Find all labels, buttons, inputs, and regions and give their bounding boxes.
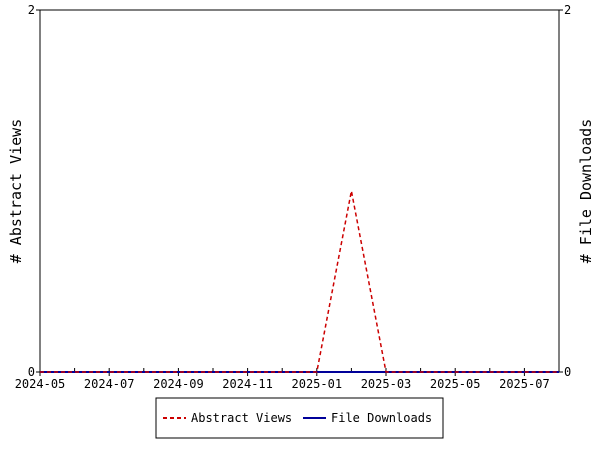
x-tick-label: 2025-03 <box>361 377 412 391</box>
y-right-tick-label: 2 <box>564 3 571 17</box>
series-line-abstract-views <box>40 190 559 373</box>
x-tick-label: 2025-07 <box>499 377 550 391</box>
y-right-tick-labels: 02 <box>559 3 571 379</box>
series-layer <box>40 190 559 373</box>
left-axis-title: # Abstract Views <box>7 119 25 264</box>
legend-box <box>155 397 444 439</box>
right-axis-title: # File Downloads <box>577 119 595 264</box>
y-right-tick-label: 0 <box>564 365 571 379</box>
x-tick-label: 2025-01 <box>292 377 343 391</box>
legend-label-file-downloads: File Downloads <box>331 411 432 425</box>
y-left-tick-label: 0 <box>28 365 35 379</box>
y-left-tick-label: 2 <box>28 3 35 17</box>
x-tick-labels: 2024-05 2024-07 2024-09 2024-11 2025-01 2025-… <box>15 372 550 391</box>
legend: Abstract Views File Downloads <box>155 397 444 439</box>
legend-label-abstract-views: Abstract Views <box>191 411 292 425</box>
x-tick-label: 2024-07 <box>84 377 135 391</box>
x-tick-label: 2024-09 <box>153 377 204 391</box>
x-tick-label: 2025-05 <box>430 377 481 391</box>
y-left-tick-labels: 02 <box>28 3 40 379</box>
x-tick-label: 2024-11 <box>222 377 273 391</box>
plot-frame <box>39 9 560 373</box>
x-tick-label: 2024-05 <box>15 377 66 391</box>
